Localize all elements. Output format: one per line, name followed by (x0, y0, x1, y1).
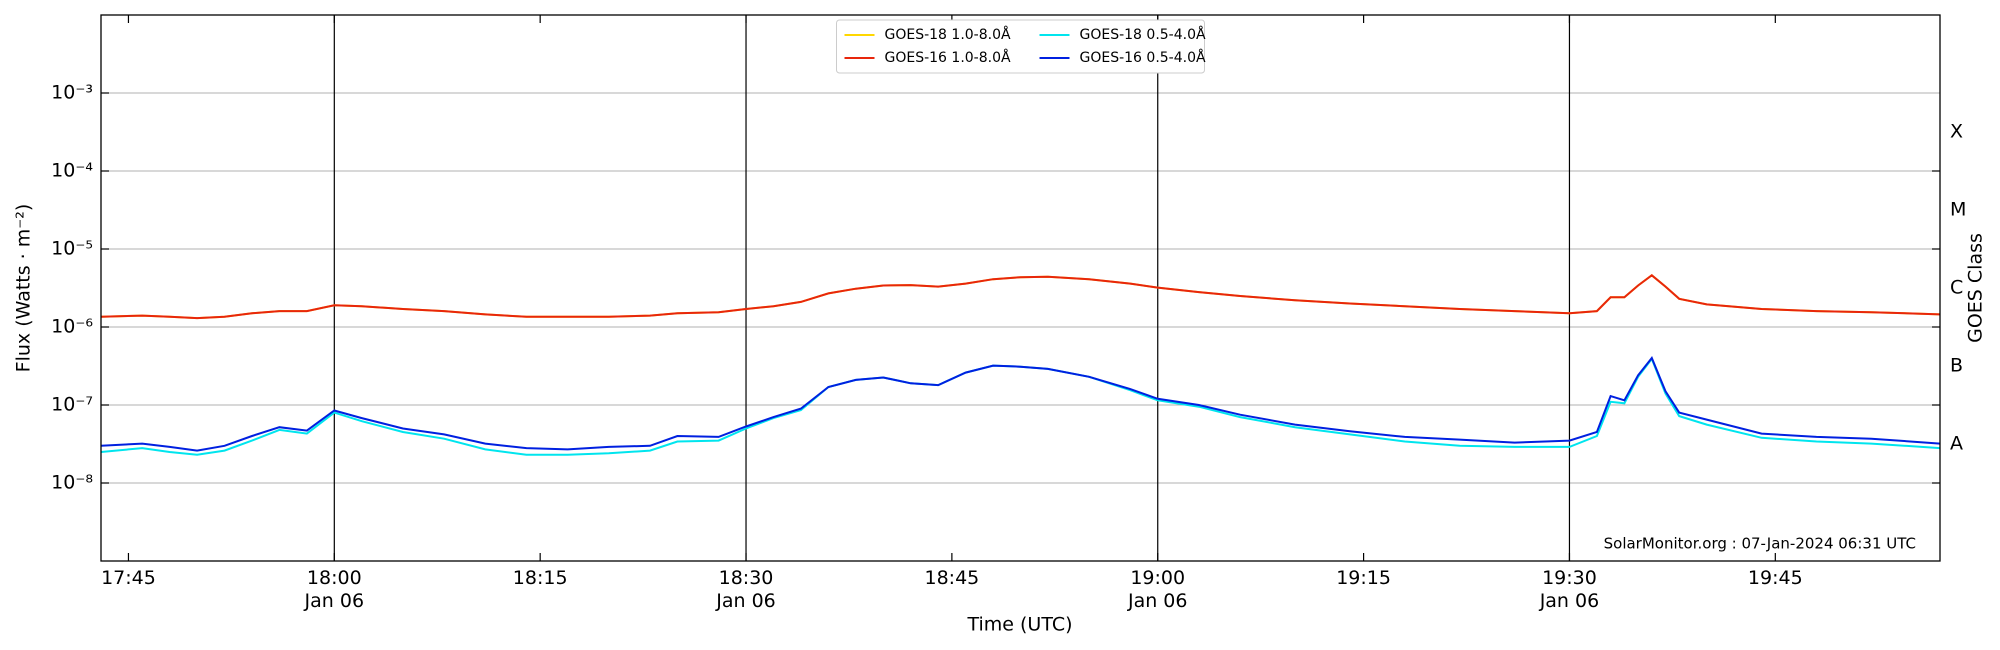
x-tick-label: 19:30 Jan 06 (1539, 567, 1600, 612)
x-tick-label: 17:45 (101, 567, 156, 589)
series-line (100, 356, 1941, 452)
x-tick-label: 19:15 (1336, 567, 1391, 589)
y2-axis-label: GOES Class (1965, 233, 1987, 343)
x-tick-label: 18:45 (924, 567, 979, 589)
y2-tick-label: C (1950, 277, 1963, 299)
y-tick-label: 10⁻⁸ (51, 472, 93, 494)
x-tick-label: 18:00 Jan 06 (304, 567, 365, 612)
y-tick-label: 10⁻⁴ (51, 160, 93, 182)
series-line (100, 356, 1941, 456)
y2-tick-label: M (1950, 199, 1966, 221)
x-tick-label: 19:00 Jan 06 (1127, 567, 1188, 612)
x-tick-label: 18:30 Jan 06 (715, 567, 776, 612)
series-line (100, 274, 1941, 320)
y2-tick-label: B (1950, 355, 1963, 377)
legend-label: GOES-16 1.0-8.0Å (885, 49, 1011, 66)
y2-tick-label: X (1950, 121, 1963, 143)
y-tick-label: 10⁻³ (51, 82, 93, 104)
legend-label: GOES-18 0.5-4.0Å (1080, 26, 1206, 43)
legend-label: GOES-16 0.5-4.0Å (1080, 49, 1206, 66)
y-tick-label: 10⁻⁶ (51, 316, 93, 338)
series-line (100, 274, 1941, 320)
legend-box (836, 19, 1205, 74)
x-tick-label: 18:15 (513, 567, 568, 589)
x-tick-label: 19:45 (1748, 567, 1803, 589)
y2-tick-label: A (1950, 433, 1963, 455)
plot-frame (100, 14, 1941, 562)
y-tick-label: 10⁻⁵ (51, 238, 93, 260)
y-axis-label: Flux (Watts · m⁻²) (13, 204, 35, 373)
legend: GOES-18 1.0-8.0Å GOES-16 1.0-8.0Å GOES-18 … (836, 19, 1206, 74)
y-tick-label: 10⁻⁷ (51, 394, 93, 416)
x-axis-label: Time (UTC) (966, 614, 1072, 636)
annotation: SolarMonitor.org : 07-Jan-2024 06:31 UTC (1604, 535, 1916, 553)
legend-label: GOES-18 1.0-8.0Å (885, 26, 1011, 43)
